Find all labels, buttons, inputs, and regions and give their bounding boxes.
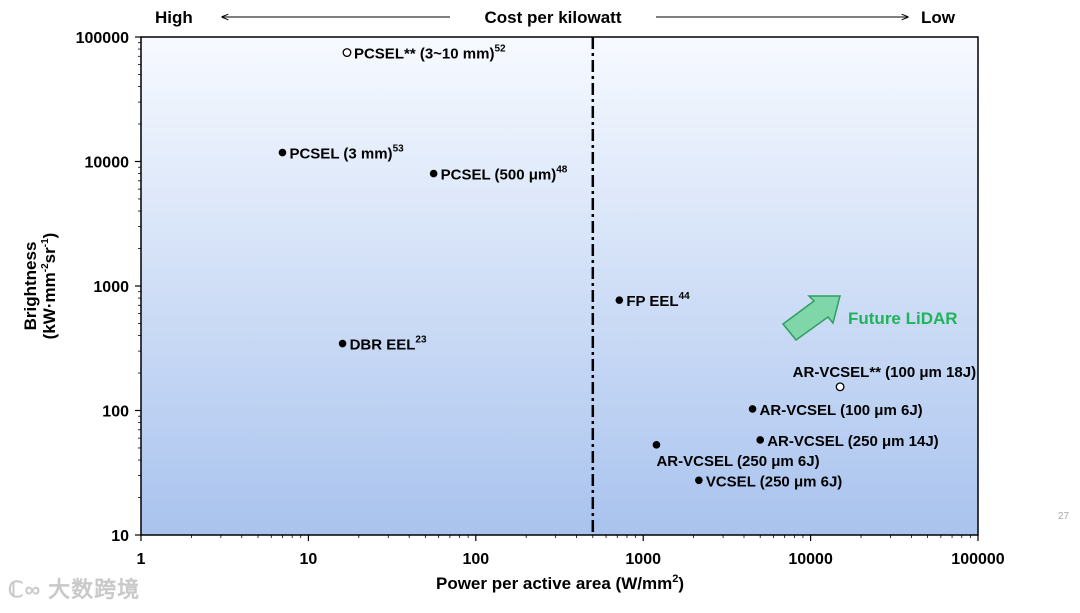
data-point: [652, 441, 661, 449]
data-point-label: PCSEL (3 mm)53: [289, 144, 404, 163]
data-point: [342, 48, 352, 58]
data-point: [278, 148, 287, 157]
data-point: [429, 169, 438, 178]
data-point: [338, 339, 347, 348]
y-tick-label: 10: [111, 528, 129, 545]
data-point-label: AR-VCSEL (250 μm 14J): [767, 433, 938, 450]
data-point-label: VCSEL (250 μm 6J): [706, 473, 842, 490]
x-tick-label: 10000: [788, 551, 833, 568]
data-point: [835, 382, 845, 392]
x-tick-label: 1: [137, 551, 146, 568]
cost-high-label: High: [155, 8, 193, 27]
watermark: ℂ∞ 大数跨境: [8, 577, 141, 602]
data-point-label: PCSEL** (3~10 mm)52: [354, 44, 506, 63]
y-tick-label: 1000: [93, 279, 129, 296]
x-tick-label: 100: [462, 551, 489, 568]
data-point-label: PCSEL (500 μm)48: [441, 165, 568, 184]
y-tick-label: 100: [102, 404, 129, 421]
data-point: [615, 296, 624, 304]
data-points: PCSEL** (3~10 mm)52 PCSEL (3 mm)53 PCSEL (…: [278, 44, 976, 490]
plot-area: [140, 36, 979, 536]
data-point-label: FP EEL44: [626, 291, 690, 310]
y-axis-title-line2: (kW·mm-2sr-1): [40, 233, 59, 340]
data-point-label: DBR EEL23: [350, 335, 427, 354]
y-axis-title: Brightness (kW·mm-2sr-1): [21, 233, 59, 340]
data-point: [695, 476, 703, 485]
x-axis: 1 10 100 1000 10000 100000: [137, 535, 1005, 568]
data-point-label: AR-VCSEL** (100 μm 18J): [793, 364, 976, 381]
future-arrow-icon: [781, 295, 841, 342]
data-point-label: AR-VCSEL (100 μm 6J): [760, 402, 923, 419]
future-lidar-label: Future LiDAR: [848, 309, 958, 328]
y-tick-label: 10000: [85, 155, 130, 172]
y-axis: 10 100 1000 10000 100000: [76, 30, 141, 545]
cost-low-label: Low: [921, 8, 956, 27]
data-point: [756, 436, 765, 444]
x-tick-label: 1000: [625, 551, 661, 568]
x-tick-label: 100000: [951, 551, 1004, 568]
x-tick-label: 10: [300, 551, 318, 568]
y-tick-label: 100000: [76, 30, 129, 47]
data-point-label: AR-VCSEL (250 μm 6J): [656, 453, 819, 470]
x-axis-title: Power per active area (W/mm2): [436, 573, 684, 593]
y-axis-title-line1: Brightness: [21, 242, 40, 331]
data-point: [748, 405, 757, 413]
watermark-icon: ℂ∞: [8, 577, 49, 602]
page-number: 27: [1058, 511, 1070, 522]
cost-axis-title: Cost per kilowatt: [485, 8, 622, 27]
